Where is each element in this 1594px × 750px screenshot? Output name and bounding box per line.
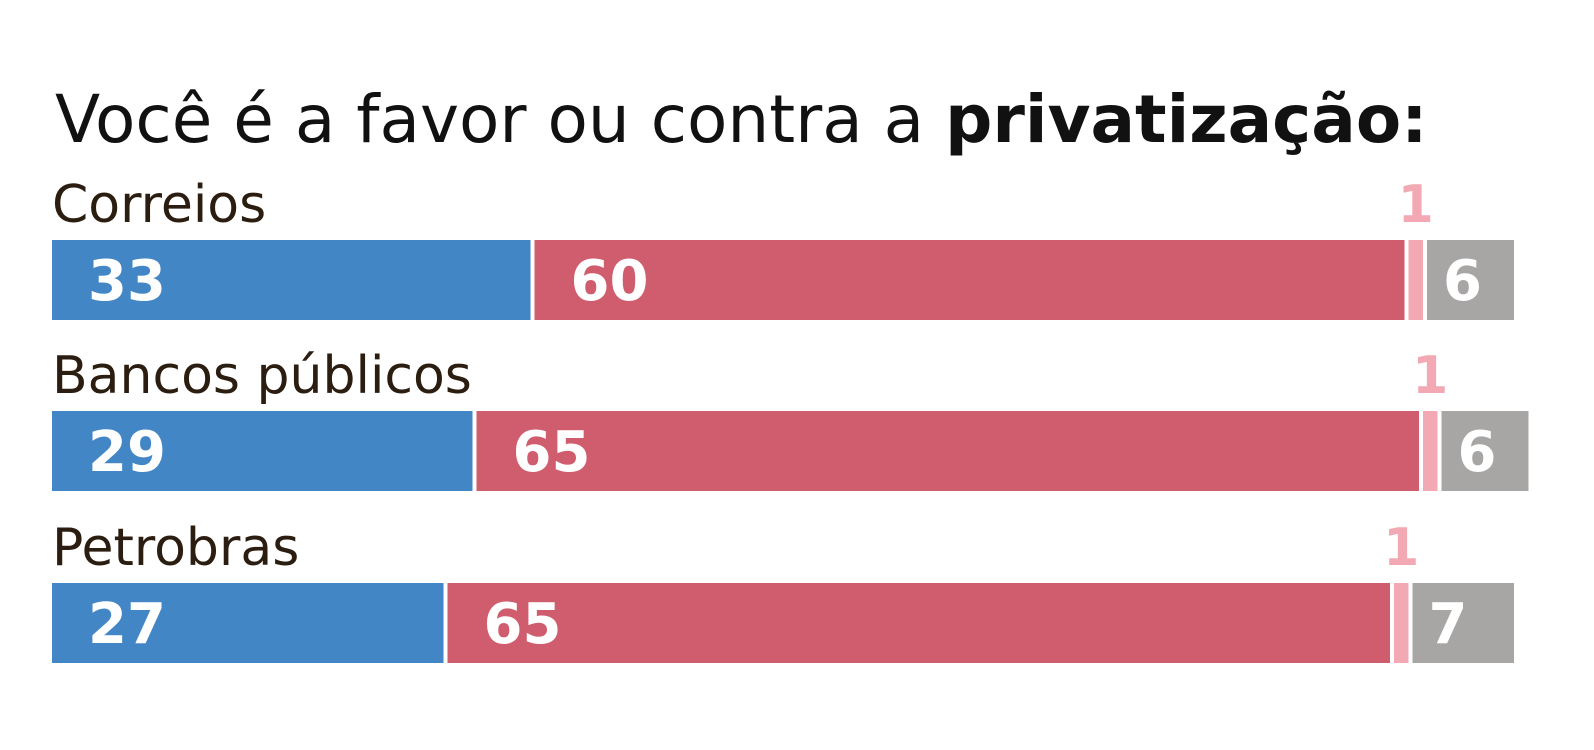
chart-title: Você é a favor ou contra a privatização: [55, 81, 1428, 158]
value-label: 60 [571, 249, 649, 314]
bar-segment [1408, 240, 1423, 320]
bar-segment [52, 583, 444, 663]
value-label: 29 [88, 420, 166, 485]
bar-segment [1394, 583, 1409, 663]
small-value-label: 1 [1412, 346, 1448, 406]
category-label: Correios [52, 175, 266, 235]
category-label: Petrobras [52, 518, 299, 578]
bar-segment [52, 411, 473, 491]
bar-segment [447, 583, 1390, 663]
small-value-label: 1 [1383, 518, 1419, 578]
value-label: 6 [1443, 249, 1482, 314]
bar-segment [534, 240, 1405, 320]
value-label: 65 [484, 592, 562, 657]
small-value-label: 1 [1398, 175, 1434, 235]
bar-segment [476, 411, 1419, 491]
bar-segment [1423, 411, 1438, 491]
bar-segment [52, 240, 531, 320]
bar-segment [1412, 583, 1514, 663]
chart-title-bold: privatização: [945, 81, 1428, 158]
value-label: 33 [88, 249, 166, 314]
value-label: 65 [513, 420, 591, 485]
value-label: 27 [88, 592, 166, 657]
bar-segment [1427, 240, 1514, 320]
category-label: Bancos públicos [52, 346, 472, 406]
bar-segment [1441, 411, 1529, 491]
value-label: 7 [1429, 592, 1468, 657]
value-label: 6 [1458, 420, 1497, 485]
chart-title-regular: Você é a favor ou contra a [55, 81, 945, 158]
